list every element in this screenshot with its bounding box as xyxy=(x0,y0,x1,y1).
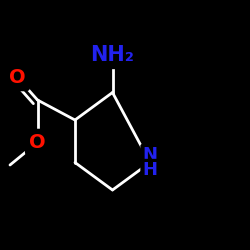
Text: N: N xyxy=(142,146,158,164)
Text: NH₂: NH₂ xyxy=(90,45,134,65)
Text: O: O xyxy=(9,68,26,87)
Text: H: H xyxy=(142,161,158,179)
Text: O: O xyxy=(29,133,46,152)
